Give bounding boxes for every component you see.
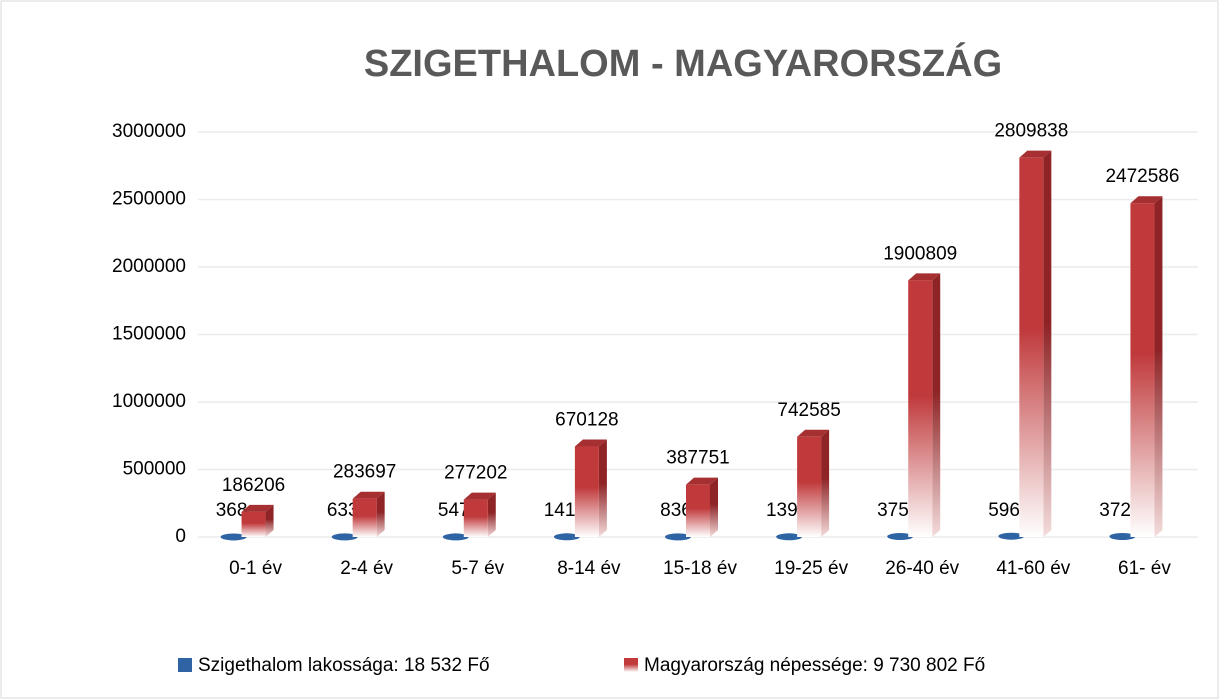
- bar: [776, 533, 803, 541]
- x-tick-label: 61- év: [1118, 558, 1171, 579]
- bar-top: [241, 504, 274, 512]
- bar: [220, 533, 247, 541]
- bar: [665, 533, 691, 541]
- bar-side: [821, 429, 830, 537]
- x-tick-label: 5-7 év: [451, 558, 504, 579]
- legend-label: Magyarország népessége: 9 730 802 Fő: [644, 655, 985, 676]
- y-tick-label: 1500000: [112, 324, 186, 345]
- bar: [463, 499, 488, 537]
- x-tick-label: 2-4 év: [340, 558, 393, 579]
- y-tick-label: 3000000: [112, 121, 186, 142]
- chart-title: SZIGETHALOM - MAGYARORSZÁG: [364, 41, 1002, 85]
- legend-label: Szigethalom lakossága: 18 532 Fő: [198, 655, 490, 676]
- bar-top: [574, 439, 607, 447]
- data-label: 742585: [777, 400, 840, 421]
- bar-side: [1154, 196, 1163, 537]
- bar-side: [376, 491, 385, 537]
- bar: [1019, 157, 1044, 537]
- data-label: 2472586: [1105, 166, 1179, 187]
- bar: [797, 436, 822, 537]
- data-label: 368: [216, 500, 248, 521]
- bar: [908, 280, 933, 537]
- bar: [241, 511, 266, 537]
- bar-side: [1043, 150, 1052, 537]
- bar-side: [710, 477, 718, 537]
- x-tick-label: 0-1 év: [229, 558, 282, 579]
- bar: [352, 498, 377, 537]
- bar-top: [797, 429, 830, 437]
- bar-top: [908, 273, 941, 281]
- data-label: 547: [438, 500, 470, 521]
- bar: [998, 532, 1025, 540]
- x-tick-label: 41-60 év: [996, 558, 1070, 579]
- data-label: 283697: [333, 462, 396, 483]
- y-tick-label: 1000000: [112, 391, 186, 412]
- bar: [553, 533, 580, 541]
- y-tick-label: 500000: [123, 459, 186, 480]
- bar-side: [265, 504, 274, 537]
- bar-top: [1019, 150, 1052, 158]
- data-label: 836: [660, 500, 692, 521]
- x-tick-label: 26-40 év: [885, 558, 959, 579]
- bar: [887, 532, 914, 540]
- data-label: 1900809: [883, 243, 957, 264]
- bar: [574, 446, 599, 537]
- bar-side: [487, 492, 496, 537]
- y-tick-label: 2500000: [112, 189, 186, 210]
- data-label: 2809838: [994, 121, 1068, 142]
- bar: [1109, 532, 1136, 540]
- bar: [686, 484, 710, 537]
- data-label: 670128: [555, 410, 618, 431]
- legend-swatch: [624, 658, 638, 672]
- bar-side: [932, 273, 941, 537]
- bar-side: [598, 439, 607, 537]
- bar: [1130, 203, 1155, 537]
- data-label: 633: [327, 500, 359, 521]
- x-tick-label: 19-25 év: [774, 558, 848, 579]
- bar-top: [686, 477, 718, 485]
- x-tick-label: 15-18 év: [663, 558, 737, 579]
- bar: [331, 533, 358, 541]
- bar: [442, 533, 469, 541]
- data-label: 277202: [444, 463, 507, 484]
- y-tick-label: 2000000: [112, 256, 186, 277]
- y-tick-label: 0: [175, 526, 186, 547]
- x-tick-label: 8-14 év: [557, 558, 621, 579]
- bar-top: [463, 492, 496, 500]
- bar-top: [352, 491, 385, 499]
- data-label: 186206: [222, 475, 285, 496]
- bar-top: [1130, 196, 1163, 204]
- legend-swatch: [178, 658, 192, 672]
- data-label: 387751: [666, 448, 729, 469]
